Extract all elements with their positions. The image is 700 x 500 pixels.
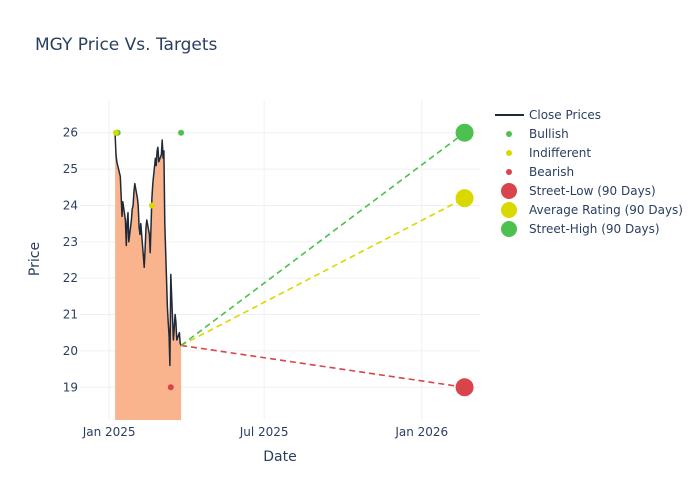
average-rating-marker	[455, 189, 474, 208]
y-tick-label: 26	[63, 126, 78, 140]
x-axis-title: Date	[263, 449, 296, 465]
x-tick-label: Jan 2026	[394, 425, 448, 439]
legend-marker-swatch	[506, 169, 512, 175]
legend-label: Street-High (90 Days)	[529, 222, 660, 236]
legend-label: Bullish	[529, 127, 569, 141]
street-high-marker	[455, 123, 474, 142]
target-projection-line	[180, 132, 466, 347]
chart-title: MGY Price Vs. Targets	[35, 35, 218, 55]
y-tick-label: 22	[63, 271, 78, 285]
close-price-area	[115, 134, 182, 420]
legend[interactable]: Close Prices Bullish Indifferent Bearish Str…	[495, 108, 683, 237]
y-tick-layer: 19 20 21 22 23 24 25 26	[63, 126, 78, 395]
legend-label: Indifferent	[529, 146, 591, 160]
y-tick-label: 25	[63, 162, 78, 176]
legend-item[interactable]: Street-Low (90 Days)	[501, 183, 656, 199]
legend-label: Average Rating (90 Days)	[529, 203, 683, 217]
legend-item[interactable]: Bearish	[506, 165, 574, 179]
target-line-layer	[180, 132, 466, 389]
legend-item[interactable]: Street-High (90 Days)	[501, 221, 660, 237]
bearish-marker	[167, 384, 174, 391]
legend-label: Close Prices	[529, 108, 601, 122]
legend-marker-swatch	[506, 150, 512, 156]
x-tick-label: Jan 2025	[82, 425, 136, 439]
legend-item[interactable]: Indifferent	[506, 146, 591, 160]
legend-item[interactable]: Average Rating (90 Days)	[501, 202, 683, 218]
y-tick-label: 20	[63, 344, 78, 358]
line-layer	[114, 134, 182, 367]
legend-marker-swatch	[501, 221, 517, 237]
y-tick-label: 19	[63, 380, 78, 394]
legend-item[interactable]: Bullish	[506, 127, 569, 141]
target-projection-line	[180, 344, 465, 389]
legend-marker-swatch	[506, 131, 512, 137]
legend-item[interactable]: Close Prices	[495, 108, 601, 122]
y-axis-title: Price	[27, 242, 43, 276]
x-tick-layer: Jan 2025 Jul 2025 Jan 2026	[82, 425, 448, 439]
close-price-line	[114, 134, 182, 367]
legend-marker-swatch	[501, 183, 517, 199]
street-low-marker	[455, 378, 474, 397]
x-tick-label: Jul 2025	[239, 425, 289, 439]
indifferent-marker	[148, 202, 155, 209]
indifferent-marker	[112, 129, 119, 136]
legend-label: Street-Low (90 Days)	[529, 184, 656, 198]
area-layer	[115, 134, 182, 420]
target-projection-line	[180, 197, 465, 347]
marker-layer	[112, 123, 474, 397]
bullish-marker	[178, 129, 185, 136]
legend-marker-swatch	[501, 202, 517, 218]
legend-label: Bearish	[529, 165, 574, 179]
y-tick-label: 21	[63, 308, 78, 322]
y-tick-label: 24	[63, 198, 78, 212]
y-tick-label: 23	[63, 235, 78, 249]
